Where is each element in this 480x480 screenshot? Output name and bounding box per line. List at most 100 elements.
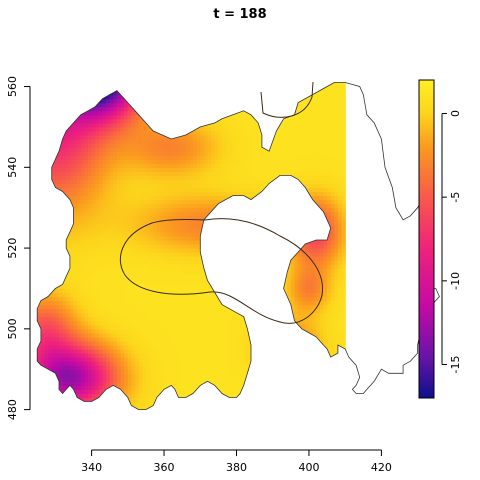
- heat-cell: [145, 86, 151, 92]
- heat-cell: [106, 86, 111, 92]
- heat-cell: [200, 167, 205, 172]
- heat-cell: [116, 82, 122, 84]
- heat-cell: [211, 191, 216, 197]
- heat-cell: [91, 296, 96, 302]
- heat-cell: [156, 316, 161, 322]
- heat-cell: [193, 373, 198, 378]
- heat-cell: [145, 304, 151, 310]
- heat-cell: [69, 227, 75, 233]
- heat-cell: [207, 159, 212, 164]
- heat-cell: [200, 236, 205, 241]
- heat-cell: [51, 106, 56, 112]
- heat-cell: [55, 195, 60, 201]
- heat-cell: [109, 114, 114, 120]
- heat-cell: [222, 324, 227, 330]
- heat-cell: [120, 110, 125, 116]
- heat-cell: [113, 414, 117, 419]
- heat-cell: [41, 74, 45, 79]
- heat-cell: [37, 90, 42, 96]
- heat-cell: [229, 211, 234, 217]
- heat-cell: [127, 357, 132, 362]
- heat-cell: [30, 212, 34, 217]
- heat-cell: [196, 320, 201, 326]
- heat-cell: [40, 106, 46, 112]
- heat-cell: [95, 227, 100, 233]
- heat-cell: [91, 187, 96, 193]
- heat-cell: [200, 179, 205, 184]
- heat-cell: [120, 244, 125, 249]
- heat-cell: [95, 381, 100, 386]
- heat-cell: [98, 328, 103, 334]
- heat-cell: [80, 122, 85, 128]
- heat-cell: [51, 264, 56, 269]
- heat-cell: [91, 272, 96, 277]
- heat-cell: [153, 357, 158, 362]
- heat-cell: [232, 199, 238, 205]
- heat-cell: [40, 393, 46, 399]
- heat-cell: [59, 316, 64, 322]
- heat-cell: [174, 248, 180, 253]
- heat-cell: [51, 236, 56, 241]
- heat-cell: [127, 195, 132, 201]
- heat-cell: [229, 300, 234, 306]
- heat-cell: [48, 231, 53, 237]
- heat-cell: [98, 397, 103, 403]
- heat-cell: [225, 393, 230, 399]
- heat-cell: [98, 341, 103, 346]
- heat-cell: [81, 414, 85, 419]
- heat-cell: [197, 422, 201, 427]
- heat-cell: [174, 86, 180, 92]
- heat-cell: [84, 118, 89, 124]
- heat-cell: [44, 353, 49, 358]
- heat-cell: [135, 74, 139, 79]
- heat-cell: [178, 272, 183, 277]
- heat-cell: [207, 110, 212, 116]
- heat-cell: [91, 90, 96, 96]
- heat-cell: [232, 227, 238, 233]
- heat-cell: [182, 94, 187, 100]
- heat-cell: [41, 422, 45, 427]
- heat-cell: [106, 393, 111, 399]
- heat-cell: [127, 211, 132, 217]
- heat-cell: [203, 260, 209, 265]
- heat-cell: [156, 284, 161, 289]
- heat-cell: [222, 252, 227, 257]
- heat-cell: [69, 393, 75, 399]
- heat-cell: [124, 215, 129, 221]
- heat-cell: [37, 276, 42, 281]
- heat-cell: [164, 147, 169, 152]
- heat-cell: [189, 296, 194, 302]
- heat-cell: [88, 122, 93, 128]
- heat-cell: [102, 231, 107, 237]
- heat-cell: [120, 171, 125, 176]
- heat-cell: [102, 118, 107, 124]
- heat-cell: [233, 414, 237, 419]
- heat-cell: [95, 418, 99, 423]
- heat-cell: [127, 167, 132, 172]
- heat-cell: [120, 361, 125, 366]
- heat-cell: [95, 211, 100, 217]
- heat-cell: [171, 195, 176, 201]
- heat-cell: [200, 147, 205, 152]
- heat-cell: [145, 211, 151, 217]
- heat-cell: [193, 268, 198, 273]
- heat-cell: [225, 163, 230, 168]
- heat-cell: [102, 195, 107, 201]
- heat-cell: [225, 369, 230, 374]
- heat-cell: [214, 94, 219, 100]
- heat-cell: [149, 357, 154, 362]
- heat-cell: [189, 114, 194, 120]
- heat-cell: [160, 82, 165, 88]
- heat-cell: [116, 244, 122, 249]
- heat-cell: [77, 187, 82, 193]
- heat-cell: [77, 126, 82, 132]
- heat-cell: [171, 260, 176, 265]
- heat-cell: [62, 203, 67, 209]
- heat-cell: [149, 369, 154, 374]
- heat-cell: [182, 219, 187, 225]
- heat-cell: [138, 244, 143, 249]
- heat-cell: [62, 373, 67, 378]
- heat-cell: [171, 159, 176, 164]
- heat-cell: [37, 389, 38, 394]
- heat-cell: [131, 82, 136, 84]
